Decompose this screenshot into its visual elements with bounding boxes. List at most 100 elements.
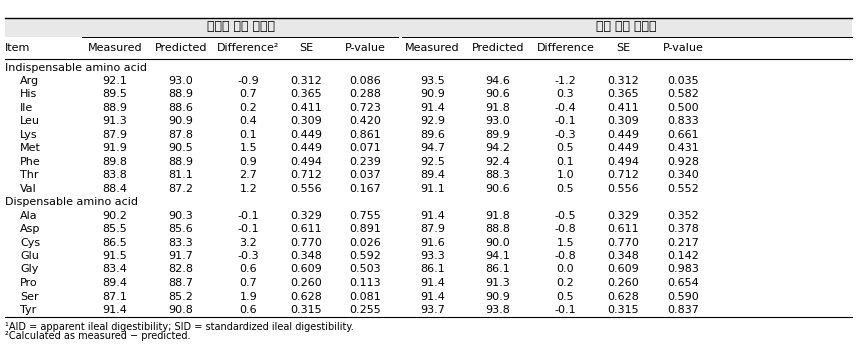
Text: 90.3: 90.3 [169,211,194,220]
Text: 0.411: 0.411 [291,103,322,112]
Text: 88.4: 88.4 [103,184,128,194]
Text: 0.590: 0.590 [668,292,699,302]
Text: 87.9: 87.9 [103,130,128,140]
Text: 0.312: 0.312 [608,76,639,86]
Text: Val: Val [20,184,37,194]
Text: 86.5: 86.5 [103,238,128,248]
Text: 0.592: 0.592 [349,251,381,261]
Text: 0.654: 0.654 [668,278,699,288]
Text: 92.1: 92.1 [103,76,128,86]
Text: 0.329: 0.329 [291,211,322,220]
Text: 0.609: 0.609 [608,265,639,275]
Text: His: His [20,89,37,99]
Text: 91.4: 91.4 [420,292,445,302]
Text: 0.315: 0.315 [608,305,639,315]
Text: 0.2: 0.2 [240,103,257,112]
Text: 표준 회장 소화율: 표준 회장 소화율 [596,19,656,32]
Text: P-value: P-value [663,43,704,53]
Text: 1.2: 1.2 [240,184,257,194]
Text: Dispensable amino acid: Dispensable amino acid [5,197,138,207]
Text: 0.142: 0.142 [668,251,699,261]
Text: 91.8: 91.8 [486,103,511,112]
Text: 0.833: 0.833 [668,116,699,126]
Text: Difference: Difference [536,43,595,53]
Text: 91.6: 91.6 [420,238,445,248]
Text: 0.6: 0.6 [240,265,257,275]
Text: 0.026: 0.026 [349,238,381,248]
Text: 2.7: 2.7 [240,170,257,180]
Text: 0.552: 0.552 [668,184,699,194]
Text: -0.1: -0.1 [554,116,576,126]
Text: 94.1: 94.1 [486,251,511,261]
Text: Phe: Phe [20,157,41,166]
Text: 0.611: 0.611 [608,224,639,234]
Text: 0.582: 0.582 [668,89,699,99]
Text: 0.4: 0.4 [240,116,257,126]
Text: 0.167: 0.167 [349,184,381,194]
Text: 0.770: 0.770 [608,238,639,248]
Text: 0.755: 0.755 [349,211,381,220]
Text: 91.7: 91.7 [169,251,194,261]
Text: 93.0: 93.0 [486,116,511,126]
Text: 0.309: 0.309 [291,116,322,126]
Text: Indispensable amino acid: Indispensable amino acid [5,63,147,73]
Text: 0.712: 0.712 [608,170,639,180]
Text: 90.2: 90.2 [103,211,128,220]
Text: 93.7: 93.7 [420,305,445,315]
Text: -0.5: -0.5 [554,211,576,220]
Text: 0.288: 0.288 [349,89,381,99]
Text: 89.4: 89.4 [103,278,128,288]
Text: ¹AID = apparent ileal digestibility; SID = standardized ileal digestibility.: ¹AID = apparent ileal digestibility; SID… [5,323,354,332]
Text: 92.5: 92.5 [420,157,445,166]
Text: 0.556: 0.556 [291,184,322,194]
Text: 1.5: 1.5 [240,143,257,153]
Text: 0.348: 0.348 [291,251,322,261]
Text: 91.9: 91.9 [103,143,128,153]
Text: 0.712: 0.712 [291,170,322,180]
Text: -0.4: -0.4 [554,103,577,112]
Text: 0.661: 0.661 [668,130,699,140]
Text: -0.8: -0.8 [554,224,577,234]
Text: 91.4: 91.4 [420,103,445,112]
Text: 91.1: 91.1 [420,184,445,194]
Text: 91.8: 91.8 [486,211,511,220]
Text: 0.7: 0.7 [240,89,257,99]
Text: 0.3: 0.3 [557,89,574,99]
Text: 91.4: 91.4 [420,278,445,288]
Text: 0.086: 0.086 [349,76,381,86]
Text: 0.449: 0.449 [608,130,639,140]
Text: 0.609: 0.609 [291,265,322,275]
Text: 0.035: 0.035 [668,76,699,86]
Text: Asp: Asp [20,224,40,234]
Text: Cys: Cys [20,238,40,248]
Text: 85.6: 85.6 [169,224,194,234]
Text: 0.217: 0.217 [668,238,699,248]
Text: 89.6: 89.6 [420,130,445,140]
Text: 89.9: 89.9 [486,130,511,140]
Text: 90.6: 90.6 [486,89,511,99]
Text: Measured: Measured [87,43,142,53]
Text: 87.9: 87.9 [420,224,445,234]
Text: 94.7: 94.7 [420,143,445,153]
Text: 0.365: 0.365 [608,89,639,99]
Text: 82.8: 82.8 [169,265,194,275]
Text: 88.8: 88.8 [486,224,511,234]
Text: 0.352: 0.352 [668,211,699,220]
Text: 1.5: 1.5 [557,238,574,248]
Text: 0.348: 0.348 [608,251,639,261]
Text: 93.3: 93.3 [420,251,445,261]
Text: 0.0: 0.0 [557,265,574,275]
Text: 85.2: 85.2 [169,292,194,302]
Text: 87.2: 87.2 [169,184,194,194]
Text: 0.611: 0.611 [291,224,322,234]
Text: 0.340: 0.340 [668,170,699,180]
Text: P-value: P-value [345,43,386,53]
Text: 83.4: 83.4 [103,265,128,275]
Text: 0.928: 0.928 [668,157,699,166]
Text: 0.7: 0.7 [240,278,257,288]
Text: -0.8: -0.8 [554,251,577,261]
Text: Tyr: Tyr [20,305,36,315]
Text: Glu: Glu [20,251,39,261]
Text: 81.1: 81.1 [169,170,194,180]
Text: 0.315: 0.315 [291,305,322,315]
